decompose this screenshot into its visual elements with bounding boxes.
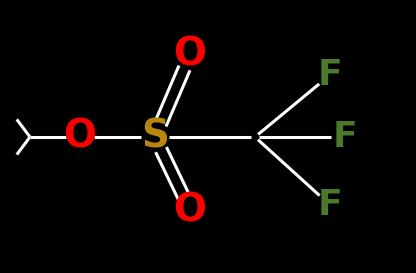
Text: F: F	[333, 120, 357, 154]
Text: O: O	[173, 36, 206, 74]
Text: F: F	[318, 58, 342, 92]
Text: S: S	[141, 118, 169, 156]
Text: O: O	[64, 118, 97, 156]
Text: F: F	[318, 188, 342, 222]
Text: O: O	[173, 191, 206, 229]
